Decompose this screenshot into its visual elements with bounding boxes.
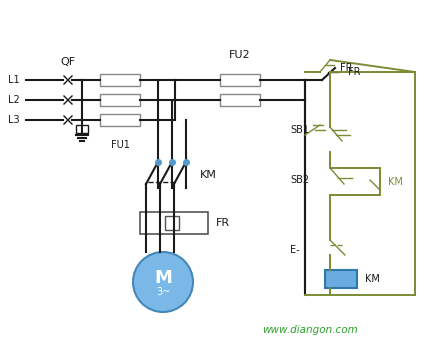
Bar — [100, 94, 140, 106]
Text: QF: QF — [60, 57, 76, 67]
Text: L2: L2 — [8, 95, 20, 105]
Text: E-: E- — [290, 245, 300, 255]
Text: KM: KM — [365, 274, 380, 284]
Text: KM: KM — [388, 177, 403, 187]
Circle shape — [133, 252, 193, 312]
Text: 3~: 3~ — [156, 287, 170, 297]
Bar — [220, 94, 260, 106]
Text: FU1: FU1 — [110, 140, 129, 150]
Bar — [220, 74, 260, 86]
Text: L1: L1 — [8, 75, 20, 85]
Bar — [100, 74, 140, 86]
Bar — [325, 270, 357, 288]
Text: M: M — [154, 269, 172, 287]
Text: KM: KM — [200, 170, 217, 180]
Text: SB1: SB1 — [290, 125, 309, 135]
Bar — [165, 216, 179, 230]
Text: SB2: SB2 — [290, 175, 309, 185]
Text: L3: L3 — [8, 115, 20, 125]
Bar — [140, 212, 208, 234]
Text: FU2: FU2 — [229, 50, 251, 60]
Text: FR: FR — [216, 218, 230, 228]
Text: FR: FR — [348, 67, 360, 77]
Bar — [76, 125, 88, 133]
Text: www.diangon.com: www.diangon.com — [262, 325, 358, 335]
Bar — [100, 114, 140, 126]
Text: FR: FR — [340, 63, 352, 73]
